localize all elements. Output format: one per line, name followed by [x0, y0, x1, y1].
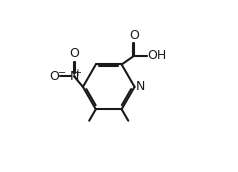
Text: O: O [70, 47, 79, 60]
Text: O: O [49, 70, 59, 83]
Text: N: N [69, 70, 79, 83]
Text: −: − [58, 68, 66, 78]
Text: OH: OH [147, 49, 167, 62]
Text: O: O [129, 29, 139, 42]
Text: N: N [136, 80, 145, 93]
Text: +: + [73, 68, 81, 78]
